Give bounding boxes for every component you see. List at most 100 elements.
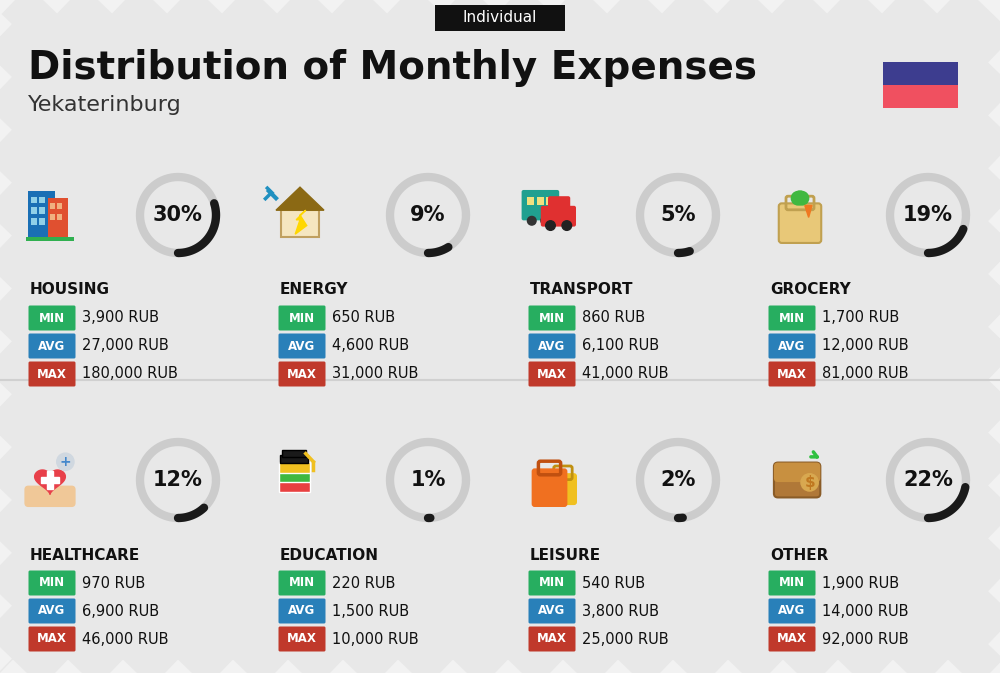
FancyBboxPatch shape	[768, 306, 816, 330]
Text: AVG: AVG	[538, 339, 566, 353]
Circle shape	[562, 221, 572, 230]
Text: MAX: MAX	[777, 633, 807, 645]
Polygon shape	[805, 205, 812, 217]
Polygon shape	[47, 471, 53, 489]
Text: 19%: 19%	[903, 205, 953, 225]
FancyBboxPatch shape	[774, 462, 820, 497]
FancyBboxPatch shape	[528, 334, 576, 359]
FancyBboxPatch shape	[768, 361, 816, 386]
FancyBboxPatch shape	[541, 206, 576, 227]
Text: 4,600 RUB: 4,600 RUB	[332, 339, 409, 353]
FancyBboxPatch shape	[281, 210, 319, 237]
Text: 10,000 RUB: 10,000 RUB	[332, 631, 419, 647]
FancyBboxPatch shape	[768, 598, 816, 623]
Text: GROCERY: GROCERY	[770, 283, 851, 297]
Circle shape	[546, 221, 555, 230]
FancyBboxPatch shape	[532, 468, 567, 507]
Text: AVG: AVG	[288, 604, 316, 618]
FancyBboxPatch shape	[28, 334, 76, 359]
Text: 46,000 RUB: 46,000 RUB	[82, 631, 168, 647]
Text: 81,000 RUB: 81,000 RUB	[822, 367, 908, 382]
FancyBboxPatch shape	[28, 191, 55, 239]
Text: 5%: 5%	[660, 205, 696, 225]
Text: 31,000 RUB: 31,000 RUB	[332, 367, 418, 382]
Circle shape	[791, 192, 805, 205]
Text: LEISURE: LEISURE	[530, 548, 601, 563]
Text: MIN: MIN	[289, 312, 315, 324]
FancyBboxPatch shape	[537, 197, 544, 205]
FancyBboxPatch shape	[57, 213, 62, 220]
Circle shape	[801, 474, 818, 491]
Text: HOUSING: HOUSING	[30, 283, 110, 297]
Text: 92,000 RUB: 92,000 RUB	[822, 631, 909, 647]
Text: 12%: 12%	[153, 470, 203, 490]
Text: MAX: MAX	[537, 633, 567, 645]
Text: 30%: 30%	[153, 205, 203, 225]
FancyBboxPatch shape	[28, 571, 76, 596]
FancyBboxPatch shape	[528, 306, 576, 330]
Text: 22%: 22%	[903, 470, 953, 490]
FancyBboxPatch shape	[527, 197, 534, 205]
Text: 540 RUB: 540 RUB	[582, 575, 645, 590]
Text: AVG: AVG	[288, 339, 316, 353]
Text: 3,900 RUB: 3,900 RUB	[82, 310, 159, 326]
Text: MAX: MAX	[537, 367, 567, 380]
Text: 6,100 RUB: 6,100 RUB	[582, 339, 659, 353]
FancyBboxPatch shape	[883, 85, 958, 108]
Text: 9%: 9%	[410, 205, 446, 225]
FancyBboxPatch shape	[435, 5, 565, 31]
Text: 1,900 RUB: 1,900 RUB	[822, 575, 899, 590]
Text: 860 RUB: 860 RUB	[582, 310, 645, 326]
FancyBboxPatch shape	[278, 571, 326, 596]
FancyBboxPatch shape	[278, 627, 326, 651]
FancyBboxPatch shape	[28, 627, 76, 651]
FancyBboxPatch shape	[28, 598, 76, 623]
Text: Yekaterinburg: Yekaterinburg	[28, 95, 182, 115]
FancyBboxPatch shape	[528, 571, 576, 596]
Text: Distribution of Monthly Expenses: Distribution of Monthly Expenses	[28, 49, 757, 87]
FancyBboxPatch shape	[528, 361, 576, 386]
FancyBboxPatch shape	[774, 462, 820, 482]
FancyBboxPatch shape	[883, 62, 958, 85]
Polygon shape	[35, 470, 65, 494]
Polygon shape	[41, 477, 59, 483]
FancyBboxPatch shape	[28, 306, 76, 330]
FancyBboxPatch shape	[279, 472, 310, 483]
Polygon shape	[276, 187, 324, 210]
FancyBboxPatch shape	[278, 306, 326, 330]
FancyBboxPatch shape	[282, 450, 306, 457]
Text: 12,000 RUB: 12,000 RUB	[822, 339, 909, 353]
FancyBboxPatch shape	[768, 627, 816, 651]
Text: 2%: 2%	[660, 470, 696, 490]
Text: MAX: MAX	[37, 633, 67, 645]
FancyBboxPatch shape	[279, 481, 310, 492]
FancyBboxPatch shape	[50, 213, 55, 220]
Text: 1%: 1%	[410, 470, 446, 490]
Text: 41,000 RUB: 41,000 RUB	[582, 367, 668, 382]
Text: TRANSPORT: TRANSPORT	[530, 283, 634, 297]
Text: MIN: MIN	[39, 312, 65, 324]
FancyBboxPatch shape	[549, 473, 577, 505]
Text: 1,700 RUB: 1,700 RUB	[822, 310, 899, 326]
FancyBboxPatch shape	[24, 486, 76, 507]
FancyBboxPatch shape	[278, 361, 326, 386]
Text: ENERGY: ENERGY	[280, 283, 349, 297]
Text: MIN: MIN	[779, 577, 805, 590]
Text: EDUCATION: EDUCATION	[280, 548, 379, 563]
FancyBboxPatch shape	[39, 207, 45, 214]
Text: AVG: AVG	[778, 339, 806, 353]
Text: AVG: AVG	[538, 604, 566, 618]
FancyBboxPatch shape	[768, 571, 816, 596]
FancyBboxPatch shape	[39, 218, 45, 225]
FancyBboxPatch shape	[31, 207, 37, 214]
Text: HEALTHCARE: HEALTHCARE	[30, 548, 140, 563]
FancyBboxPatch shape	[528, 598, 576, 623]
Text: MIN: MIN	[289, 577, 315, 590]
Text: $: $	[804, 475, 815, 490]
Text: MAX: MAX	[287, 367, 317, 380]
FancyBboxPatch shape	[546, 197, 553, 205]
FancyBboxPatch shape	[31, 197, 37, 203]
Text: MIN: MIN	[779, 312, 805, 324]
Text: AVG: AVG	[38, 604, 66, 618]
Text: MAX: MAX	[777, 367, 807, 380]
